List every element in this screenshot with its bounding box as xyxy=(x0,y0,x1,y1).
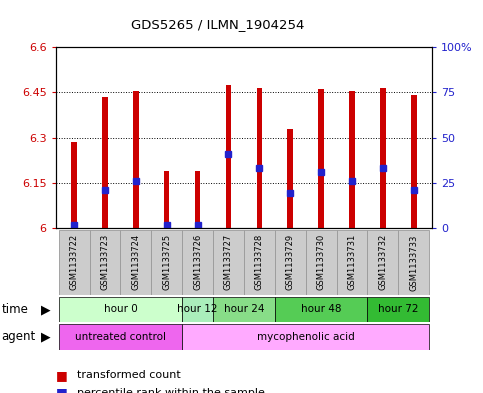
Text: hour 0: hour 0 xyxy=(103,305,137,314)
Bar xyxy=(275,230,306,295)
Bar xyxy=(318,89,324,228)
Bar xyxy=(244,230,275,295)
Bar xyxy=(58,297,182,322)
Bar xyxy=(398,230,429,295)
Bar xyxy=(337,230,368,295)
Text: GSM1133722: GSM1133722 xyxy=(70,234,79,290)
Bar xyxy=(102,97,108,228)
Bar xyxy=(275,297,368,322)
Text: untreated control: untreated control xyxy=(75,332,166,342)
Bar xyxy=(151,230,182,295)
Bar xyxy=(89,230,120,295)
Text: GSM1133733: GSM1133733 xyxy=(409,234,418,290)
Text: GSM1133732: GSM1133732 xyxy=(378,234,387,290)
Bar xyxy=(164,171,170,228)
Text: GSM1133724: GSM1133724 xyxy=(131,234,141,290)
Text: ■: ■ xyxy=(56,369,67,382)
Text: GSM1133725: GSM1133725 xyxy=(162,234,171,290)
Bar xyxy=(182,297,213,322)
Text: transformed count: transformed count xyxy=(77,370,181,380)
Bar xyxy=(287,129,293,228)
Text: GSM1133728: GSM1133728 xyxy=(255,234,264,290)
Text: GSM1133723: GSM1133723 xyxy=(100,234,110,290)
Text: ▶: ▶ xyxy=(41,331,51,343)
Bar xyxy=(120,230,151,295)
Text: GSM1133729: GSM1133729 xyxy=(286,234,295,290)
Text: ■: ■ xyxy=(56,386,67,393)
Bar xyxy=(182,324,429,350)
Bar xyxy=(368,297,429,322)
Text: GSM1133731: GSM1133731 xyxy=(347,234,356,290)
Text: mycophenolic acid: mycophenolic acid xyxy=(257,332,355,342)
Text: time: time xyxy=(1,303,28,316)
Bar xyxy=(306,230,337,295)
Bar xyxy=(380,88,385,228)
Bar xyxy=(256,88,262,228)
Bar xyxy=(195,171,200,228)
Text: ▶: ▶ xyxy=(41,303,51,316)
Text: GSM1133726: GSM1133726 xyxy=(193,234,202,290)
Bar xyxy=(349,91,355,228)
Text: hour 12: hour 12 xyxy=(177,305,218,314)
Bar xyxy=(58,230,89,295)
Bar xyxy=(182,230,213,295)
Text: GSM1133727: GSM1133727 xyxy=(224,234,233,290)
Text: GDS5265 / ILMN_1904254: GDS5265 / ILMN_1904254 xyxy=(131,18,304,31)
Text: hour 24: hour 24 xyxy=(224,305,264,314)
Bar xyxy=(71,142,77,228)
Bar xyxy=(213,230,244,295)
Text: percentile rank within the sample: percentile rank within the sample xyxy=(77,388,265,393)
Bar xyxy=(226,85,231,228)
Text: hour 72: hour 72 xyxy=(378,305,419,314)
Bar xyxy=(368,230,398,295)
Bar xyxy=(133,91,139,228)
Text: GSM1133730: GSM1133730 xyxy=(317,234,326,290)
Bar xyxy=(213,297,275,322)
Text: agent: agent xyxy=(1,331,36,343)
Bar xyxy=(58,324,182,350)
Text: hour 48: hour 48 xyxy=(301,305,341,314)
Bar xyxy=(411,95,416,228)
